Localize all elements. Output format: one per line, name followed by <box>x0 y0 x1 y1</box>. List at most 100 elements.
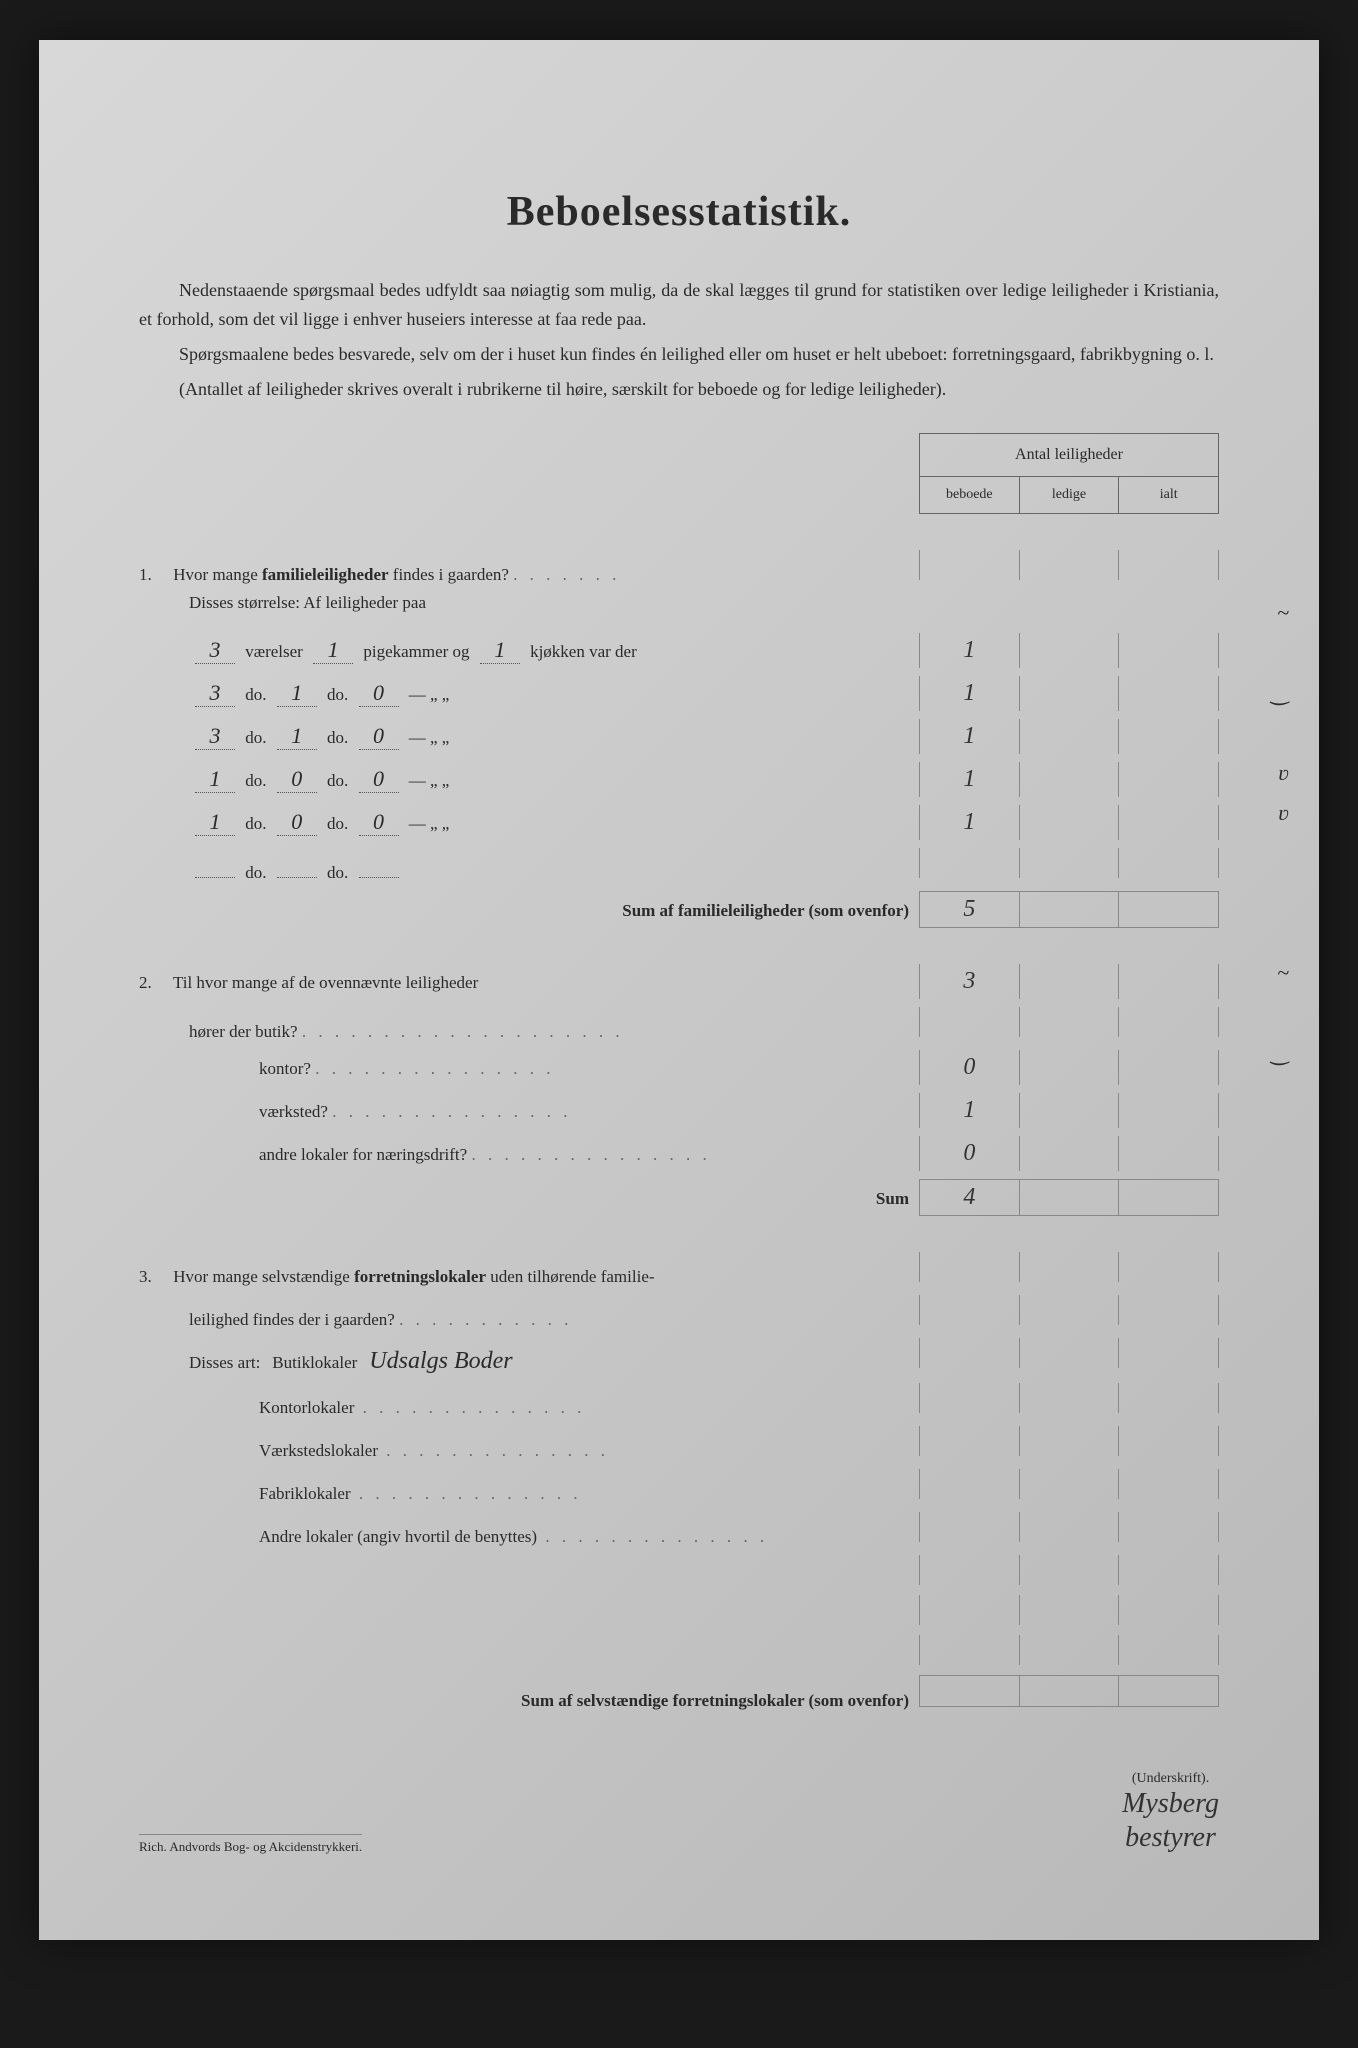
footer: Rich. Andvords Bog- og Akcidenstrykkeri.… <box>139 1771 1219 1854</box>
cell <box>1119 892 1218 927</box>
cell <box>1020 1050 1120 1085</box>
q1-text: Hvor mange familieleiligheder findes i g… <box>173 565 620 584</box>
cell <box>920 1338 1020 1368</box>
margin-note: ~ <box>1277 960 1289 986</box>
cell <box>920 1426 1020 1456</box>
q2-text: Til hvor mange af de ovennævnte leilighe… <box>173 973 478 992</box>
cell <box>1119 719 1218 754</box>
cell: 1 <box>920 1093 1020 1128</box>
q3-num: 3. <box>139 1267 169 1287</box>
cell <box>920 1512 1020 1542</box>
q3-data-row: Kontorlokaler . . . . . . . . . . . . . … <box>139 1383 1219 1418</box>
cell: 1 <box>920 762 1020 797</box>
header-box: Antal leiligheder beboede ledige ialt <box>919 433 1219 514</box>
header-col3: ialt <box>1119 477 1218 513</box>
q3-text2: leilighed findes der i gaarden? <box>189 1310 395 1329</box>
cell <box>1020 1136 1120 1171</box>
cell <box>1020 719 1120 754</box>
q3-sum-row: Sum af selvstændige forretningslokaler (… <box>139 1675 1219 1711</box>
header-col2: ledige <box>1020 477 1120 513</box>
q3-data-row: Fabriklokaler . . . . . . . . . . . . . … <box>139 1469 1219 1504</box>
q1-num: 1. <box>139 565 169 585</box>
cell <box>1020 762 1120 797</box>
q3-data-row: Andre lokaler (angiv hvortil de benyttes… <box>139 1512 1219 1547</box>
cell <box>1020 1338 1120 1368</box>
cell <box>1119 550 1218 580</box>
cell <box>1020 550 1120 580</box>
intro-p2: Spørgsmaalene bedes besvarede, selv om d… <box>139 340 1219 369</box>
q3-sum-label: Sum af selvstændige forretningslokaler (… <box>521 1691 909 1710</box>
cell <box>1119 1136 1218 1171</box>
cell <box>1020 1007 1120 1037</box>
q3-row2: leilighed findes der i gaarden? . . . . … <box>139 1295 1219 1330</box>
cell <box>920 550 1020 580</box>
q2-num: 2. <box>139 973 169 993</box>
q2-data-row: værksted? . . . . . . . . . . . . . . . … <box>139 1093 1219 1128</box>
q2-sum-val: 4 <box>920 1180 1020 1215</box>
sig-label: (Underskrift). <box>1122 1771 1219 1787</box>
q1-data-row: 1 do. 0 do. 0 — „ „ 1 <box>139 805 1219 840</box>
cell <box>920 1469 1020 1499</box>
margin-note: ʋ <box>1278 760 1289 786</box>
q2-sum-label: Sum <box>139 1189 919 1209</box>
sig-1: Mysberg <box>1122 1787 1219 1821</box>
q2-data-row: andre lokaler for næringsdrift? . . . . … <box>139 1136 1219 1171</box>
cell <box>1020 676 1120 711</box>
sig-2: bestyrer <box>1122 1821 1219 1855</box>
header-title: Antal leiligheder <box>920 434 1218 477</box>
cell <box>920 848 1020 878</box>
q1-sum-label: Sum af familieleiligheder (som ovenfor) <box>622 901 909 920</box>
cell <box>1020 1093 1120 1128</box>
intro-p1: Nedenstaaende spørgsmaal bedes udfyldt s… <box>139 276 1219 334</box>
cell <box>1020 892 1120 927</box>
cell <box>1119 805 1218 840</box>
cell <box>1119 1383 1218 1413</box>
cell: 1 <box>920 719 1020 754</box>
cell <box>1020 848 1120 878</box>
q1-sub: Disses størrelse: Af leiligheder paa <box>139 593 1219 625</box>
q1-data-row: 3 do. 1 do. 0 — „ „ 1 <box>139 676 1219 711</box>
cell <box>1119 676 1218 711</box>
q2-sum-row: Sum 4 <box>139 1179 1219 1216</box>
cell <box>920 1007 1020 1037</box>
q3-data-row: Disses art:ButiklokalerUdsalgs Boder <box>139 1338 1219 1375</box>
q1-sub-text: Disses størrelse: Af leiligheder paa <box>189 593 426 612</box>
printer-note: Rich. Andvords Bog- og Akcidenstrykkeri. <box>139 1834 362 1855</box>
cell <box>1119 1007 1218 1037</box>
q1-sum-val: 5 <box>920 892 1020 927</box>
cell: 0 <box>920 1050 1020 1085</box>
q3-row: 3. Hvor mange selvstændige forretningslo… <box>139 1252 1219 1287</box>
intro-p3: (Antallet af leiligheder skrives overalt… <box>139 375 1219 404</box>
cell: 1 <box>920 805 1020 840</box>
cell <box>1119 1093 1218 1128</box>
cell <box>1020 1426 1120 1456</box>
q1-data-row: 1 do. 0 do. 0 — „ „ 1 <box>139 762 1219 797</box>
document-page: Beboelsesstatistik. Nedenstaaende spørgs… <box>39 40 1319 1940</box>
cell <box>1119 1050 1218 1085</box>
cell <box>1020 633 1120 668</box>
cell <box>1119 1426 1218 1456</box>
q1-sum-row: Sum af familieleiligheder (som ovenfor) … <box>139 891 1219 928</box>
cell <box>920 1383 1020 1413</box>
cell <box>1020 1512 1120 1542</box>
q1-row: 1. Hvor mange familieleiligheder findes … <box>139 550 1219 585</box>
table-header-row: Antal leiligheder beboede ledige ialt <box>139 433 1219 514</box>
cell: 1 <box>920 633 1020 668</box>
signature-block: (Underskrift). Mysberg bestyrer <box>1122 1771 1219 1854</box>
q2-row: 2. Til hvor mange af de ovennævnte leili… <box>139 964 1219 999</box>
q2-data-row: kontor? . . . . . . . . . . . . . . . 0 <box>139 1050 1219 1085</box>
cell: 0 <box>920 1136 1020 1171</box>
cell <box>1020 805 1120 840</box>
cell <box>1119 848 1218 878</box>
intro-text: Nedenstaaende spørgsmaal bedes udfyldt s… <box>139 276 1219 403</box>
cell <box>1020 1383 1120 1413</box>
margin-note: ‿ <box>1271 680 1289 706</box>
q2-data-row: hører der butik? . . . . . . . . . . . .… <box>139 1007 1219 1042</box>
cell <box>1119 762 1218 797</box>
q3-text: Hvor mange selvstændige forretningslokal… <box>173 1267 654 1286</box>
q1-data-row: 3 værelser 1 pigekammer og 1 kjøkken var… <box>139 633 1219 668</box>
q3-data-row: Værkstedslokaler . . . . . . . . . . . .… <box>139 1426 1219 1461</box>
q1-data-row: do. do. <box>139 848 1219 883</box>
margin-note: ʋ <box>1278 800 1289 826</box>
q1-data-row: 3 do. 1 do. 0 — „ „ 1 <box>139 719 1219 754</box>
